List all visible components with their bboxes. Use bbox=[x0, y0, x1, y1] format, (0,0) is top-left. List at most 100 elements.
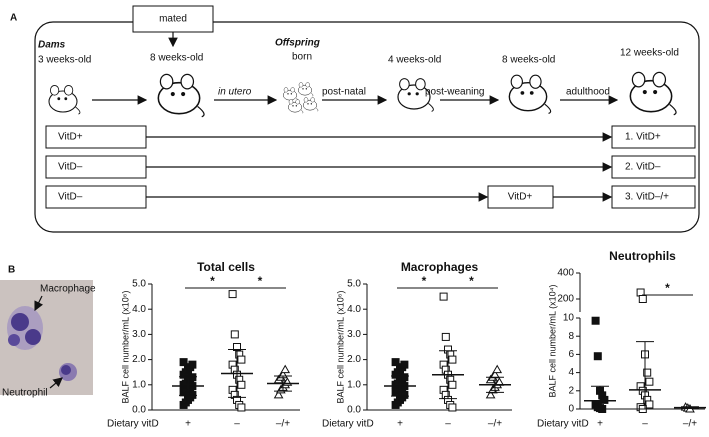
x-tick-label: – bbox=[642, 419, 648, 430]
diet-label: VitD+ bbox=[508, 192, 533, 203]
data-point bbox=[591, 316, 600, 325]
age-label: 12 weeks-old bbox=[620, 48, 679, 59]
mouse-icon bbox=[629, 71, 677, 116]
stage-label: in utero bbox=[218, 87, 252, 98]
mated-label: mated bbox=[159, 14, 187, 25]
pup-icon bbox=[283, 87, 299, 102]
y-tick-label: 4.0 bbox=[132, 304, 146, 315]
data-point bbox=[228, 290, 237, 299]
stage-label: adulthood bbox=[566, 87, 610, 98]
data-point bbox=[439, 292, 448, 301]
group-box bbox=[611, 125, 696, 149]
data-point bbox=[643, 368, 652, 377]
y-axis-label: BALF cell number/mL (x10⁶) bbox=[335, 291, 345, 404]
data-point bbox=[448, 380, 457, 389]
data-point bbox=[400, 390, 409, 399]
diet-label: VitD– bbox=[58, 162, 83, 173]
data-point bbox=[237, 380, 246, 389]
x-tick-label: + bbox=[397, 419, 403, 430]
y-tick-label: 3.0 bbox=[132, 329, 146, 340]
data-point bbox=[237, 355, 246, 364]
x-tick-label: + bbox=[185, 419, 191, 430]
cell-label: Neutrophil bbox=[2, 388, 48, 399]
stage-label: post-weaning bbox=[425, 87, 484, 98]
data-point bbox=[593, 352, 602, 361]
data-point bbox=[280, 364, 291, 374]
data-point bbox=[188, 360, 197, 369]
data-point bbox=[400, 373, 409, 382]
micrograph bbox=[0, 280, 93, 395]
y-tick-label: 1.0 bbox=[132, 379, 146, 390]
data-point bbox=[391, 358, 400, 367]
x-tick-label: –/+ bbox=[683, 419, 697, 430]
stage-label: post-natal bbox=[322, 87, 366, 98]
pup-icon bbox=[298, 82, 314, 97]
data-point bbox=[485, 389, 496, 399]
y-axis-label: BALF cell number/mL (x10⁴) bbox=[547, 284, 557, 397]
data-point bbox=[600, 395, 609, 404]
group-box bbox=[611, 155, 696, 179]
y-tick-label: 400 bbox=[557, 268, 574, 279]
group-label: 1. VitD+ bbox=[625, 132, 661, 143]
x-axis-label: Dietary vitD bbox=[107, 419, 159, 430]
x-tick-label: – bbox=[234, 419, 240, 430]
mouse-icon bbox=[48, 84, 81, 115]
y-tick-label: 5.0 bbox=[132, 279, 146, 290]
group-label: 2. VitD– bbox=[625, 162, 661, 173]
significance-label: * bbox=[422, 274, 427, 288]
data-point bbox=[441, 332, 450, 341]
panel-frame bbox=[34, 21, 700, 233]
panel-label: B bbox=[8, 265, 15, 276]
pup-icon bbox=[303, 97, 319, 112]
group-label: 3. VitD–/+ bbox=[625, 192, 669, 203]
chart-title: Macrophages bbox=[401, 260, 479, 274]
diet-label: VitD– bbox=[58, 192, 83, 203]
x-tick-label: + bbox=[597, 419, 603, 430]
chart-title: Neutrophils bbox=[609, 249, 676, 263]
data-point bbox=[237, 403, 246, 412]
born-label: born bbox=[292, 52, 312, 63]
y-axis-label: BALF cell number/mL (x10⁶) bbox=[120, 291, 130, 404]
y-tick-label: 2.0 bbox=[347, 354, 361, 365]
data-point bbox=[645, 377, 654, 386]
y-tick-label: 200 bbox=[557, 294, 574, 305]
data-point bbox=[448, 403, 457, 412]
x-tick-label: –/+ bbox=[488, 419, 502, 430]
data-point bbox=[492, 364, 503, 374]
y-tick-label: 2.0 bbox=[132, 354, 146, 365]
data-point bbox=[230, 330, 239, 339]
x-tick-label: –/+ bbox=[276, 419, 290, 430]
cell-label: Macrophage bbox=[40, 284, 96, 295]
data-point bbox=[400, 360, 409, 369]
arrow bbox=[49, 377, 63, 389]
dams-label: Dams bbox=[38, 40, 66, 51]
y-tick-label: 0 bbox=[568, 404, 574, 415]
data-point bbox=[188, 390, 197, 399]
age-label: 4 weeks-old bbox=[388, 55, 441, 66]
arrow bbox=[34, 295, 44, 312]
y-tick-label: 8 bbox=[568, 331, 574, 342]
y-tick-label: 5.0 bbox=[347, 279, 361, 290]
significance-label: * bbox=[210, 274, 215, 288]
significance-label: * bbox=[469, 274, 474, 288]
diet-label: VitD+ bbox=[58, 132, 83, 143]
data-point bbox=[638, 295, 647, 303]
age-label: 8 weeks-old bbox=[150, 53, 203, 64]
significance-label: * bbox=[665, 281, 670, 295]
y-tick-label: 1.0 bbox=[347, 379, 361, 390]
y-tick-label: 4 bbox=[568, 367, 574, 378]
y-tick-label: 0.0 bbox=[132, 405, 146, 416]
data-point bbox=[448, 355, 457, 364]
pup-icon bbox=[288, 99, 304, 114]
x-axis-label: Dietary vitD bbox=[537, 419, 589, 430]
significance-label: * bbox=[258, 274, 263, 288]
data-point bbox=[273, 389, 284, 399]
mouse-icon bbox=[157, 73, 205, 118]
x-axis-label: Dietary vitD bbox=[322, 419, 374, 430]
y-tick-label: 0.0 bbox=[347, 405, 361, 416]
age-label: 8 weeks-old bbox=[502, 55, 555, 66]
y-tick-label: 4.0 bbox=[347, 304, 361, 315]
data-point bbox=[179, 358, 188, 367]
x-tick-label: – bbox=[445, 419, 451, 430]
